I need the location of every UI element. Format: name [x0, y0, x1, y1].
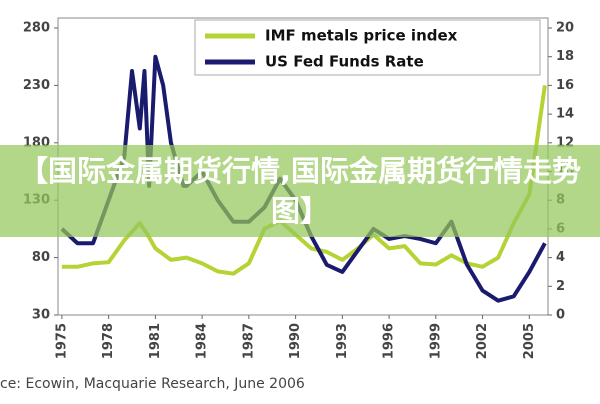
y2-tick-label: 16: [556, 78, 574, 93]
x-tick-label: 1981: [148, 323, 163, 359]
x-tick-label: 1999: [428, 323, 443, 359]
y2-tick-label: 0: [556, 308, 565, 323]
y-tick-label: 30: [32, 308, 50, 323]
y2-tick-label: 2: [556, 279, 565, 294]
y2-tick-label: 18: [556, 49, 574, 64]
x-tick-label: 1987: [241, 323, 256, 359]
x-tick-label: 1996: [382, 323, 397, 359]
x-tick-label: 2002: [475, 323, 490, 359]
y2-tick-label: 4: [556, 250, 565, 265]
y2-tick-label: 14: [556, 107, 574, 122]
legend-label: US Fed Funds Rate: [265, 53, 424, 71]
x-tick-label: 2005: [522, 323, 537, 359]
y-tick-label: 280: [23, 21, 50, 36]
source-note: ce: Ecowin, Macquarie Research, June 200…: [0, 376, 305, 392]
legend-box: [194, 19, 541, 76]
y2-tick-label: 20: [556, 21, 574, 36]
x-tick-label: 1978: [101, 323, 116, 359]
x-tick-label: 1993: [335, 323, 350, 359]
x-tick-label: 1975: [54, 323, 69, 359]
y-tick-label: 80: [32, 250, 50, 265]
x-tick-label: 1984: [195, 323, 210, 359]
x-tick-label: 1990: [288, 323, 303, 359]
overlay-title: 【国际金属期货行情,国际金属期货行情走势图】: [0, 145, 600, 237]
y-tick-label: 230: [23, 78, 50, 93]
legend-label: IMF metals price index: [265, 27, 458, 45]
